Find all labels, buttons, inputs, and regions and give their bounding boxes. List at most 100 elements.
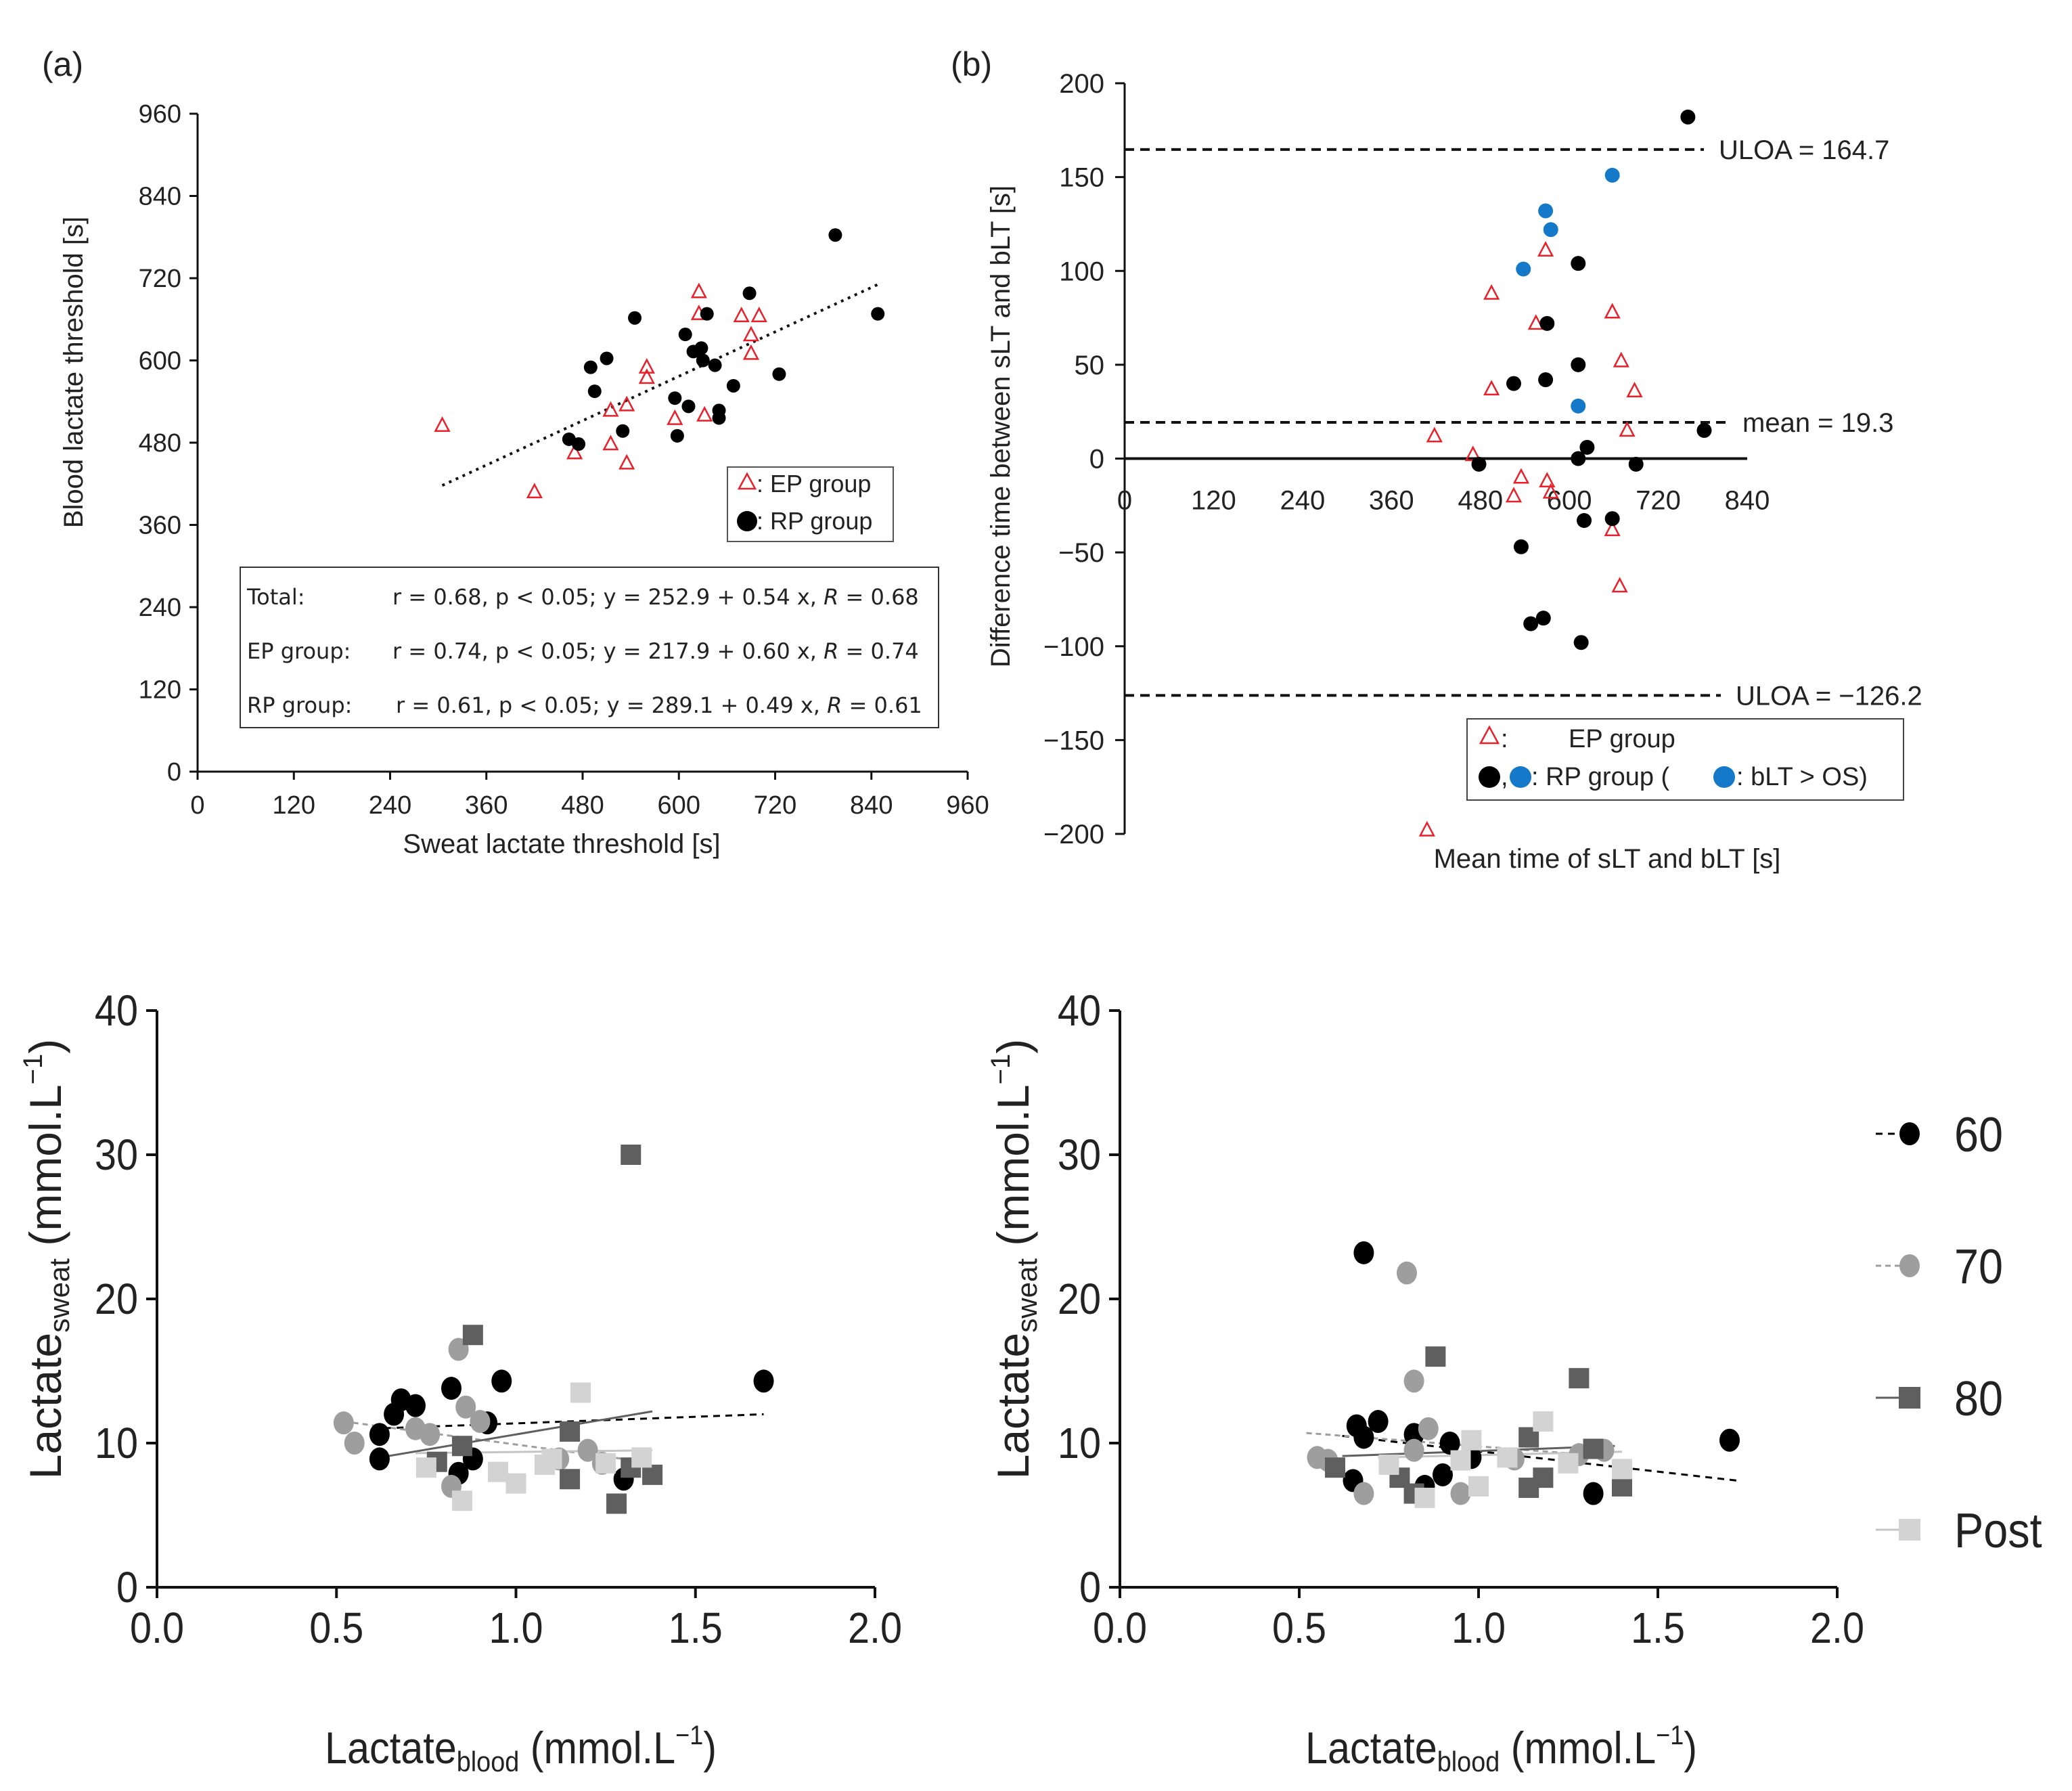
c-ylabel-unit: (mmol.L — [20, 1084, 70, 1258]
legend-cd-label-60: 60 — [1954, 1107, 2003, 1162]
legend-b-rp-suffix: : bLT > OS) — [1736, 763, 1868, 791]
panel-a-rp-point — [616, 424, 630, 438]
legend-cd-label-Post: Post — [1954, 1503, 2042, 1558]
stats-ep-eq: r = 0.74, p < 0.05; y = 217.9 + 0.60 x, — [392, 638, 824, 664]
panel-b-ep-point — [1604, 521, 1621, 537]
panel-a-x-tick-label: 840 — [850, 791, 893, 820]
panel-d-points — [1307, 1241, 1740, 1508]
panel-c-point-60 — [369, 1447, 390, 1471]
panel-d-y-tick-label: 20 — [1058, 1275, 1101, 1323]
panel-a-x-tick-label: 240 — [369, 791, 411, 820]
panel-c-y-tick-label: 20 — [95, 1275, 138, 1323]
panel-d-x-tick-label: 2.0 — [1810, 1604, 1864, 1652]
panel-b-ep-point — [1613, 351, 1629, 368]
panel-d-y-tick-label: 0 — [1079, 1563, 1101, 1611]
legend-cd-label-70: 70 — [1954, 1239, 2003, 1294]
panel-b-reference-lines: ULOA = 164.7 mean = 19.3 ULOA = −126.2 — [1125, 135, 1922, 711]
panel-b-y-tick-label: −100 — [1043, 632, 1104, 662]
panel-b-x-tick-label: 0 — [1117, 486, 1132, 516]
panel-d-point-60 — [1353, 1425, 1374, 1449]
panel-d-point-Post — [1558, 1453, 1579, 1474]
panel-c-points — [333, 1145, 774, 1514]
stats-total-rsym: R — [824, 584, 838, 610]
panel-c-fit-Post — [415, 1449, 653, 1455]
panel-a-rp-point — [670, 428, 684, 443]
d-ylabel-close: ) — [988, 1039, 1038, 1054]
panel-d-y-tick-label: 10 — [1058, 1419, 1101, 1467]
legend-b-ep-colon: : — [1501, 725, 1508, 753]
panel-b-y-tick-label: −200 — [1043, 820, 1104, 849]
panel-a-y-tick-label: 240 — [139, 594, 181, 622]
panel-b-ep-point — [1619, 421, 1636, 437]
panel-c-point-Post — [570, 1382, 591, 1403]
panel-b-rp-point — [1571, 357, 1586, 372]
panel-a-rp-point — [712, 411, 726, 425]
panel-b-ep-point — [1426, 426, 1443, 443]
panel-c-axes: 0 10 20 30 40 0.0 0.5 1.0 1.5 2.0 — [95, 986, 902, 1652]
d-xlabel-sub: blood — [1437, 1746, 1500, 1777]
panel-a-x-tick-label: 0 — [190, 791, 204, 820]
panel-d-x-tick-label: 1.5 — [1631, 1604, 1685, 1652]
panel-c-point-70 — [420, 1423, 441, 1446]
panel-a-fit-line-group — [441, 282, 880, 487]
legend-b-comma: , — [1501, 763, 1508, 791]
panel-b-ep-point — [1539, 472, 1556, 488]
panel-a-rp-point — [600, 351, 614, 366]
panel-b-y-tick-label: 50 — [1075, 351, 1105, 380]
c-ylabel-close: ) — [20, 1039, 70, 1054]
panel-a-ep-point — [618, 395, 635, 412]
panel-a-y-tick-label: 480 — [139, 429, 181, 458]
panel-b-rp-point — [1539, 315, 1555, 331]
panel-a-ep-point — [602, 435, 619, 451]
panel-c-point-80 — [560, 1421, 581, 1442]
panel-c-y-tick-label: 10 — [95, 1419, 138, 1467]
panel-c-point-70 — [470, 1410, 491, 1434]
panel-d-point-60 — [1353, 1241, 1374, 1264]
panel-a-rp-point — [572, 437, 586, 451]
panel-b-rp-point — [1513, 539, 1529, 554]
panel-d-point-Post — [1378, 1454, 1399, 1475]
legend-time-points: 60 70 80 Post — [1876, 1107, 2042, 1558]
panel-b-x-tick-label: 480 — [1458, 486, 1503, 516]
panel-d-y-tick-label: 40 — [1058, 986, 1101, 1034]
panel-b-y-tick-label: 150 — [1059, 163, 1104, 193]
panel-b-ep-point — [1537, 241, 1554, 257]
d-ylabel-sub: sweat — [1011, 1258, 1043, 1333]
panel-d-y-axis-title: Lactatesweat (mmol.L−1) — [986, 1039, 1043, 1480]
panel-c-point-Post — [487, 1461, 508, 1482]
d-ylabel-main: Lactate — [988, 1333, 1038, 1480]
panel-a-legend-frame — [727, 466, 894, 542]
panel-b-rp-point — [1523, 616, 1539, 632]
legend-cd-circle-icon-60 — [1899, 1122, 1920, 1145]
panel-b-ep-point — [1542, 483, 1559, 499]
panel-b-rp-os-point — [1604, 167, 1620, 183]
panel-a-fit-line — [441, 282, 880, 487]
panel-a-ep-point — [690, 282, 707, 298]
d-xlabel-close: ) — [1684, 1723, 1697, 1773]
panel-d-point-70 — [1403, 1438, 1424, 1462]
panel-c-point-70 — [577, 1438, 598, 1462]
legend-b-ep-label: EP group — [1569, 725, 1675, 753]
stats-ep-group: EP group: — [247, 638, 351, 664]
panel-c-fit-80 — [379, 1410, 653, 1459]
panel-a-ep-point — [638, 368, 655, 384]
panel-b-rp-point — [1535, 611, 1551, 626]
panel-b-legend: : EP group , : RP group ( : bLT > OS) — [1466, 718, 1904, 801]
panel-a-y-tick-label: 600 — [139, 347, 181, 376]
panel-b-ep-point — [1505, 487, 1523, 503]
legend-b-triangle-icon — [1479, 725, 1500, 745]
legend-b-blue-circle-icon — [1510, 766, 1531, 788]
panel-b-y-tick-label: −50 — [1058, 538, 1104, 568]
panel-d-axes: 0 10 20 30 40 0.0 0.5 1.0 1.5 2.0 — [1058, 986, 1864, 1652]
panel-a-rp-point — [668, 391, 682, 405]
panel-c-y-tick-label: 0 — [116, 1563, 138, 1611]
panel-a-rp-point — [583, 360, 598, 374]
panel-a-rp-point — [742, 286, 757, 301]
panel-d-point-60 — [1368, 1410, 1389, 1434]
panel-a-ep-point — [750, 307, 767, 322]
stats-total-eq: r = 0.68, p < 0.05; y = 252.9 + 0.54 x, — [392, 584, 824, 610]
panel-b-reference-label: mean = 19.3 — [1742, 408, 1894, 438]
panel-c-x-axis-title: Lactateblood (mmol.L−1) — [325, 1721, 717, 1777]
panel-d-point-Post — [1461, 1430, 1482, 1451]
d-xlabel-sup: −1 — [1656, 1721, 1684, 1750]
